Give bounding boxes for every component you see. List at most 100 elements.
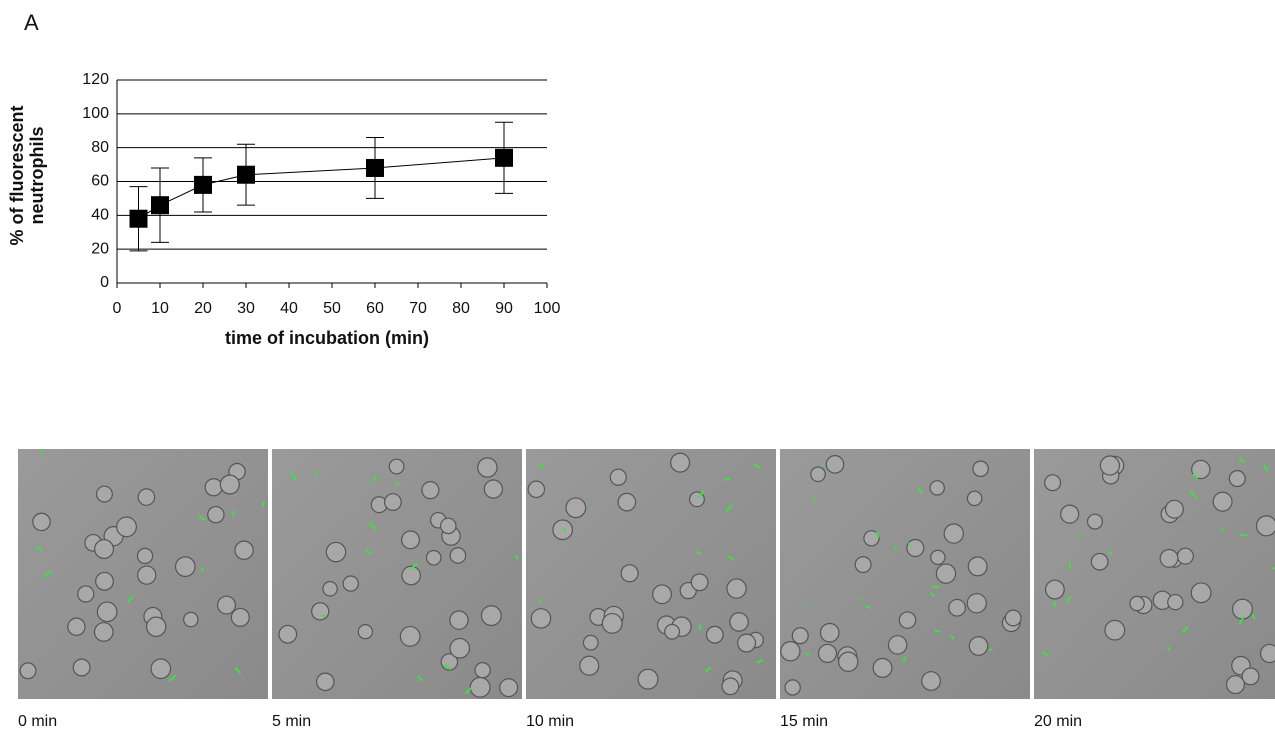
cell	[174, 556, 196, 577]
fluorescence	[231, 510, 236, 517]
fluorescence	[864, 605, 871, 610]
fluorescence	[200, 567, 205, 573]
x-tick-label: 100	[534, 300, 561, 317]
cell	[1060, 504, 1080, 524]
fluorescence	[1181, 626, 1189, 634]
fluorescence	[704, 666, 712, 673]
cell	[948, 598, 967, 617]
cell	[77, 585, 95, 603]
cell	[216, 595, 236, 615]
fluorescence	[40, 450, 44, 455]
image-caption: 5 min	[272, 713, 311, 730]
cell	[552, 519, 574, 541]
cell	[854, 556, 872, 574]
cell	[72, 658, 91, 677]
x-tick-label: 50	[323, 300, 341, 317]
fluorescence	[1041, 651, 1049, 657]
cell	[449, 637, 471, 659]
fluorescence	[43, 570, 53, 578]
cell	[968, 636, 989, 656]
cell	[690, 573, 709, 592]
cell	[401, 530, 420, 550]
line	[138, 157, 505, 220]
fluorescence	[917, 486, 923, 494]
cell	[530, 608, 552, 629]
cell	[527, 480, 546, 499]
cell	[1176, 547, 1194, 565]
cell	[19, 662, 37, 680]
fluorescence	[1107, 550, 1113, 555]
fluorescence	[314, 471, 319, 476]
fluorescence	[1148, 689, 1152, 692]
x-tick-label: 0	[113, 300, 122, 317]
cell	[96, 601, 118, 623]
cell	[930, 549, 946, 566]
x-tick-label: 10	[151, 300, 169, 317]
cell	[705, 625, 724, 644]
cell	[872, 657, 893, 678]
cell	[1086, 513, 1103, 530]
cell	[1159, 548, 1179, 568]
cell	[1044, 474, 1062, 492]
fluorescence	[126, 595, 134, 603]
y-tick-label: 80	[91, 139, 109, 156]
marker	[194, 175, 212, 194]
cell	[1044, 579, 1065, 600]
cell	[825, 455, 845, 474]
x-tick-label: 70	[409, 300, 427, 317]
cell	[1241, 667, 1260, 686]
cell	[791, 627, 809, 645]
cell	[887, 635, 908, 655]
y-tick-label: 60	[91, 173, 109, 190]
fluorescence	[894, 546, 897, 551]
fluorescence	[902, 656, 907, 663]
cell	[219, 474, 240, 495]
fluorescence	[409, 562, 419, 571]
marker	[237, 165, 255, 184]
fluorescence	[590, 506, 594, 511]
cell	[1099, 455, 1121, 476]
fluorescence	[36, 545, 43, 553]
cell	[230, 607, 250, 627]
fluorescence	[698, 624, 702, 631]
fluorescence	[934, 629, 941, 633]
cell	[1167, 593, 1184, 611]
fluorescence	[234, 667, 242, 675]
fluorescence	[1065, 595, 1071, 603]
fluorescence	[1220, 527, 1225, 532]
x-tick-label: 80	[452, 300, 470, 317]
cell	[664, 623, 681, 640]
cell	[480, 605, 502, 627]
fluorescence	[1240, 533, 1248, 537]
cell	[1190, 582, 1212, 604]
cell	[906, 538, 925, 558]
cell	[93, 622, 114, 642]
fluorescence	[289, 472, 298, 481]
x-tick-label: 30	[237, 300, 255, 317]
micrograph	[780, 449, 1030, 699]
y-tick-label: 100	[82, 105, 109, 122]
fluorescence	[753, 463, 761, 469]
cell	[137, 488, 156, 506]
cell	[1225, 675, 1246, 695]
cell	[729, 612, 749, 632]
cell	[943, 523, 964, 544]
cell	[150, 658, 172, 680]
fluorescence	[1251, 614, 1257, 620]
fluorescence	[932, 585, 939, 589]
cell	[810, 466, 826, 483]
cell	[67, 617, 86, 636]
cell	[966, 490, 983, 507]
cell	[565, 497, 587, 519]
fluorescence	[514, 554, 519, 560]
cell	[145, 616, 167, 637]
fluorescence	[417, 675, 423, 682]
cell	[967, 556, 988, 577]
y-tick-label: 40	[91, 207, 109, 224]
fluorescence	[988, 648, 993, 652]
cell	[819, 622, 840, 643]
fluorescence	[371, 475, 378, 483]
cell	[474, 662, 491, 679]
cell	[137, 565, 157, 585]
